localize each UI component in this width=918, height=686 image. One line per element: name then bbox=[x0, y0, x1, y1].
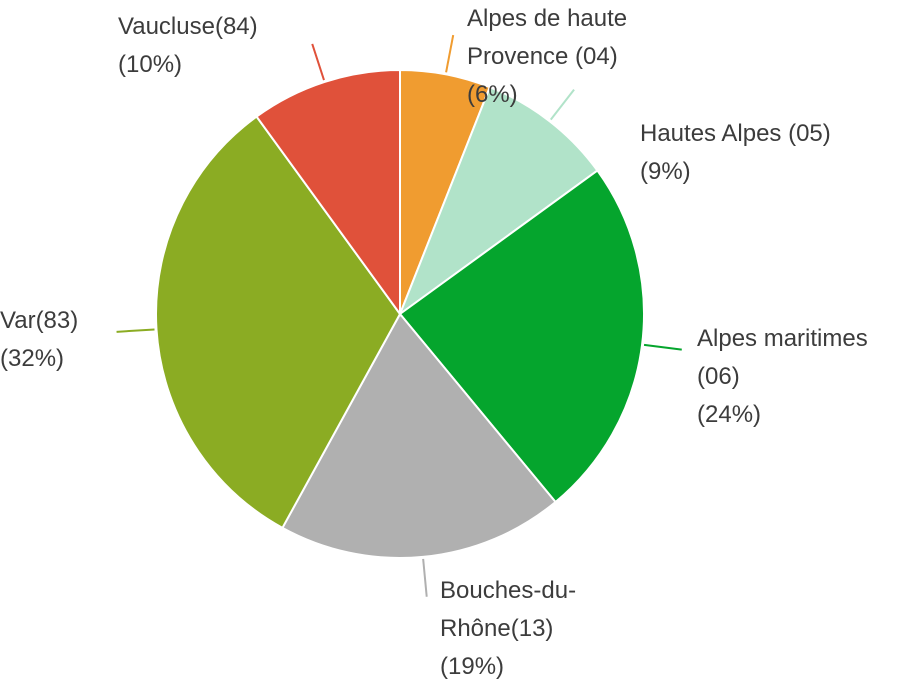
slice-label: Var(83) (32%) bbox=[0, 302, 120, 378]
category-label: Hautes Alpes (05) bbox=[640, 120, 831, 147]
pie-slice bbox=[155, 115, 402, 530]
slice-label: Alpes maritimes (06) (24%) bbox=[697, 320, 912, 434]
category-label: Alpes de haute Provence (04) bbox=[467, 5, 628, 70]
leader-line bbox=[549, 88, 575, 121]
leader-line bbox=[116, 328, 155, 333]
category-label: Alpes maritimes (06) bbox=[697, 325, 868, 390]
value-label: (24%) bbox=[697, 401, 762, 428]
slice-label: Alpes de haute Provence (04) (6%) bbox=[467, 0, 682, 114]
category-label: Vaucluse(84) bbox=[118, 13, 258, 40]
slice-label: Vaucluse(84) (10%) bbox=[118, 8, 318, 84]
value-label: (9%) bbox=[640, 158, 691, 185]
leader-line bbox=[643, 343, 682, 351]
leader-line bbox=[311, 43, 325, 81]
category-label: Bouches-du-Rhône(13) bbox=[440, 577, 577, 642]
leader-line bbox=[445, 34, 455, 73]
pie-slice bbox=[281, 312, 557, 559]
leader-line bbox=[422, 558, 428, 597]
category-label: Var(83) bbox=[0, 307, 79, 334]
value-label: (32%) bbox=[0, 345, 65, 372]
value-label: (10%) bbox=[118, 51, 183, 78]
pie-slice bbox=[397, 85, 599, 317]
pie-slice bbox=[255, 68, 401, 318]
pie-slice bbox=[398, 169, 645, 504]
slice-label: Hautes Alpes (05) (9%) bbox=[640, 115, 910, 191]
value-label: (6%) bbox=[467, 81, 518, 108]
value-label: (19%) bbox=[440, 653, 505, 680]
slice-label: Bouches-du-Rhône(13) (19%) bbox=[440, 572, 625, 686]
